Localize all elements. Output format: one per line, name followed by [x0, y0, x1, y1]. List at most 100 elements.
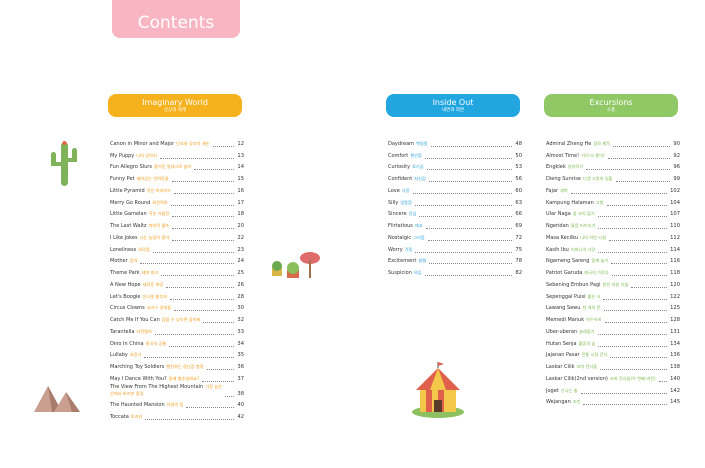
entry-title: Little Pyramid — [110, 187, 145, 194]
entry-title: Toccata — [110, 414, 129, 421]
toc-entry: Lawang Sewu 천 개의 문 125 — [546, 302, 680, 314]
entry-title: Kasih Ibu — [546, 246, 569, 253]
section-title: Excursions — [589, 98, 633, 107]
entry-title: Joget — [546, 387, 559, 394]
entry-subtitle: 고향 — [595, 199, 604, 205]
page-number: 40 — [237, 402, 244, 409]
page-number: 36 — [237, 364, 244, 371]
leader — [598, 345, 668, 347]
entry-subtitle: 디엥 고원의 일출 — [582, 176, 613, 182]
page-number: 120 — [670, 281, 680, 288]
entry-title: Nostalgic — [388, 234, 412, 241]
entry-subtitle: 함께 놀기 — [591, 258, 609, 264]
entry-title: Kampung Halaman — [546, 199, 594, 206]
entry-title: Canon in Minor and Major — [110, 140, 175, 147]
entry-text: Little Gamelan 작은 가믈란 — [110, 211, 169, 219]
entry-title: Mother — [110, 258, 128, 265]
entry-title: Ngeridan — [546, 223, 569, 230]
page-number: 116 — [670, 258, 680, 265]
toc-entry: Tarantella 타란텔라 33 — [110, 325, 244, 337]
leader — [613, 145, 671, 147]
entry-text: Wejangan 조언 — [546, 399, 580, 407]
entry-title: The Last Waltz — [110, 223, 147, 230]
entry-title: Dieng Sunrise — [546, 176, 581, 183]
entry-title: Almost Time! — [546, 152, 580, 159]
toc-entry: Sebening Embun Pagi 맑은 아침 이슬 120 — [546, 278, 680, 290]
page-number: 28 — [237, 293, 244, 300]
entry-subtitle: 진심 — [408, 211, 417, 217]
entry-subtitle: 용 꼬리 잡기 — [572, 211, 595, 217]
leader — [152, 251, 235, 253]
entry-subtitle: 외로움 — [138, 246, 150, 252]
entry-subtitle: 나는 농담이 좋아 — [139, 234, 170, 240]
page-number: 23 — [237, 246, 244, 253]
leader — [604, 322, 668, 323]
toc-entry: Dino In China 중국의 공룡 34 — [110, 337, 244, 349]
entry-subtitle: 회전목마 — [152, 199, 168, 205]
entry-title: The Haunted Mansion — [110, 402, 165, 409]
entry-subtitle: 토카타 — [130, 414, 143, 420]
entry-text: Sincere 진심 — [388, 211, 416, 219]
entry-text: Let's Boogie 신나게 춤추자 — [110, 294, 167, 302]
leader — [419, 216, 513, 218]
entry-text: Curiosity 호기심 — [388, 164, 424, 172]
leader — [212, 145, 235, 147]
entry-subtitle: 서커스 광대들 — [146, 305, 172, 311]
leader — [615, 181, 671, 182]
entry-title: Admiral Zheng He — [546, 140, 592, 147]
toc-entry: Confident 자신감 56 — [388, 172, 522, 184]
page-number: 33 — [237, 328, 244, 335]
leader — [429, 263, 513, 265]
entry-text: Ngameng Sareng 함께 놀기 — [546, 258, 608, 266]
leader — [174, 310, 235, 312]
toc-entry: Mother 엄마 24 — [110, 255, 244, 267]
leader — [172, 216, 235, 218]
toc-entry: Ular Naga 용 꼬리 잡기 107 — [546, 208, 680, 220]
page-number: 92 — [673, 152, 680, 159]
page-number: 37 — [237, 375, 244, 382]
leader — [610, 357, 668, 359]
entry-title: Confident — [388, 176, 413, 183]
leader — [202, 380, 235, 382]
page-number: 142 — [670, 387, 680, 394]
entry-text: Tarantella 타란텔라 — [110, 329, 152, 337]
toc-entry: Lullaby 자장가 35 — [110, 349, 244, 361]
entry-title: Engklek — [546, 164, 566, 171]
entry-subtitle: 엄마 — [129, 258, 138, 264]
entry-subtitle: 신나는 춤 — [560, 387, 578, 393]
entry-title: Worry — [388, 246, 403, 253]
entry-subtitle: 작은 피라미드 — [146, 187, 172, 193]
entry-subtitle: 정화 제독 — [593, 140, 611, 146]
section-list: Canon in Minor and Major 단조와 장조의 캐논 12 My P… — [110, 137, 244, 422]
toc-entry: May I Dance With You? 함께 춤추실래요? 37 — [110, 372, 244, 384]
entry-title: Curiosity — [388, 164, 411, 171]
entry-subtitle: 즐거운 알레그로 슬러 — [153, 164, 192, 170]
leader — [154, 333, 235, 335]
entry-title: Daydream — [388, 140, 415, 147]
page-number: 138 — [670, 364, 680, 371]
toc-entry: My Puppy 나의 강아지 13 — [110, 149, 244, 161]
page-number: 48 — [515, 140, 522, 147]
leader — [570, 192, 668, 194]
leader — [586, 169, 671, 171]
page-number: 30 — [237, 305, 244, 312]
toc-entry: Ngameng Sareng 함께 놀기 116 — [546, 255, 680, 267]
entry-title: Hutan Senja — [546, 340, 577, 347]
toc-entry: Sincere 진심 66 — [388, 208, 522, 220]
toc-entry: Fajar 새벽 102 — [546, 184, 680, 196]
entry-title: Let's Boogie — [110, 293, 141, 300]
leader — [172, 228, 235, 229]
section-subtitle: 내면과 외면 — [441, 108, 465, 113]
entry-subtitle: 백일몽 — [416, 140, 428, 146]
page-number: 125 — [670, 305, 680, 312]
section-header: Excursions 소풍 — [544, 94, 678, 117]
entry-subtitle: 호기심 — [412, 164, 424, 170]
entry-subtitle: 걱정 — [404, 246, 413, 252]
page-number: 50 — [515, 152, 522, 159]
entry-title: I Like Jokes — [110, 234, 138, 241]
leader — [598, 228, 668, 229]
entry-subtitle: 가장 높은 산에서 바라본 풍경 — [110, 383, 222, 396]
entry-subtitle: 어머니의 사랑 — [570, 246, 596, 252]
entry-title: Laskar Cilik(2nd version) — [546, 375, 608, 382]
toc-entry: Engklek 땅따먹기 96 — [546, 161, 680, 173]
